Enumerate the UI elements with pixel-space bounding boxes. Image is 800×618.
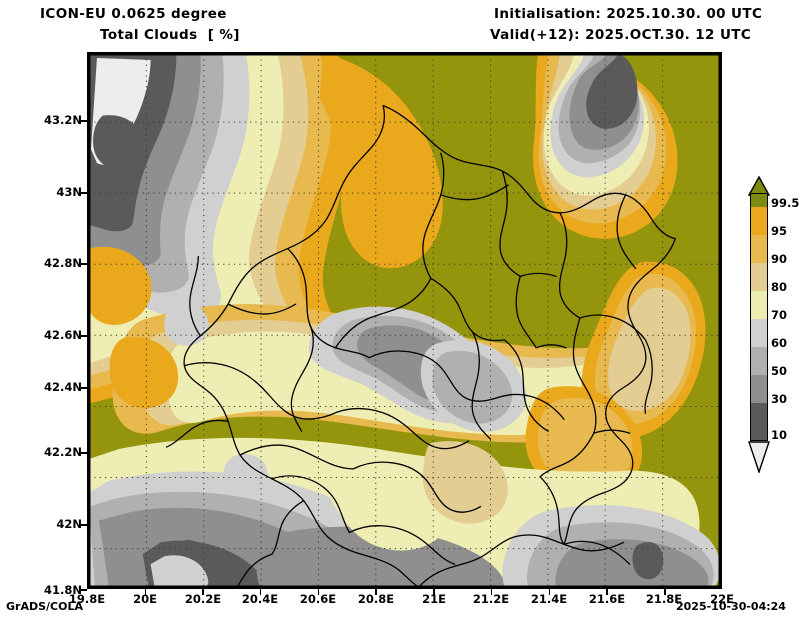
colorbar-label-90: 90	[771, 252, 788, 266]
y-tick-43-2N: 43.2N	[44, 113, 82, 127]
colorbar-cell-50-60	[750, 347, 768, 375]
band-10-30-ne	[586, 54, 638, 129]
x-tick-21-8E: 21.8E	[645, 592, 683, 606]
valid-time: Valid(+12): 2025.OCT.30. 12 UTC	[490, 27, 752, 43]
colorbar[interactable]	[750, 193, 768, 441]
colorbar-cell-90-95	[750, 235, 768, 263]
colorbar-cell-60-70	[750, 319, 768, 347]
x-tickmark	[259, 589, 262, 595]
colorbar-bottom-arrow	[748, 441, 770, 473]
colorbar-cell-above-99-5	[750, 193, 768, 207]
x-tickmark	[433, 589, 435, 595]
x-tickmark	[375, 589, 377, 595]
map-plot-area	[87, 52, 722, 589]
y-tickmark	[81, 524, 87, 526]
y-tickmark	[81, 335, 87, 337]
x-tick-21-4E: 21.4E	[530, 592, 568, 606]
x-tick-21-2E: 21.2E	[472, 592, 510, 606]
y-tick-43N: 43N	[56, 185, 82, 199]
y-tick-42-6N: 42.6N	[44, 328, 82, 342]
colorbar-label-70: 70	[771, 308, 788, 322]
cloud-cover-contour-map	[89, 54, 720, 587]
band-90-95-se	[537, 397, 633, 490]
y-tickmark	[81, 452, 87, 454]
x-tick-19-8E: 19.8E	[68, 592, 106, 606]
y-tick-42N: 42N	[56, 517, 82, 531]
initialisation-time: Initialisation: 2025.10.30. 00 UTC	[494, 6, 763, 22]
band-10-30-south-e-dot	[632, 542, 664, 580]
y-tickmark	[81, 263, 87, 265]
band-80-90-south-wedge	[422, 441, 508, 524]
colorbar-cell-30-50	[750, 375, 768, 403]
x-tickmark	[144, 589, 147, 595]
colorbar-cell-70-80	[750, 291, 768, 319]
x-tick-20-2E: 20.2E	[184, 592, 222, 606]
x-tick-20-6E: 20.6E	[299, 592, 337, 606]
x-tick-21-6E: 21.6E	[588, 592, 626, 606]
x-tickmark	[664, 589, 666, 595]
colorbar-label-30: 30	[771, 392, 788, 406]
variable-title: Total Clouds [ %]	[100, 27, 240, 43]
band-95-99.5-w-blotch	[89, 246, 152, 325]
x-tick-22E: 22E	[710, 592, 734, 606]
y-tick-42-2N: 42.2N	[44, 445, 82, 459]
x-tickmark	[606, 589, 608, 595]
colorbar-label-80: 80	[771, 280, 788, 294]
colorbar-label-99-5: 99.5	[771, 196, 800, 210]
colorbar-label-95: 95	[771, 224, 788, 238]
x-tickmark	[317, 589, 320, 595]
band-30-50-south-centre2	[256, 526, 507, 587]
y-tickmark	[81, 120, 87, 122]
colorbar-label-50: 50	[771, 364, 788, 378]
band-50-60-centre-east	[432, 350, 513, 424]
x-tick-20E: 20E	[133, 592, 157, 606]
x-tick-21E: 21E	[422, 592, 446, 606]
plot-frame-border	[89, 54, 720, 587]
model-title: ICON-EU 0.0625 degree	[40, 6, 227, 22]
colorbar-label-60: 60	[771, 336, 788, 350]
y-tick-41-8N: 41.8N	[44, 583, 82, 597]
x-tick-20-4E: 20.4E	[241, 592, 279, 606]
y-tick-42-4N: 42.4N	[44, 380, 82, 394]
y-tickmark	[81, 192, 87, 194]
band-70-80-south-wedge	[322, 450, 454, 551]
x-tick-20-8E: 20.8E	[357, 592, 395, 606]
y-tickmark	[81, 387, 87, 389]
band-60-70-south-hole	[150, 555, 209, 587]
x-tickmark	[490, 589, 493, 595]
colorbar-cell-95-99-5	[750, 207, 768, 235]
colorbar-label-10: 10	[771, 428, 788, 442]
y-tick-42-8N: 42.8N	[44, 256, 82, 270]
y-tickmark	[81, 589, 87, 591]
render-timestamp: 2025-10-30-04:24	[676, 600, 786, 613]
band-60-70-pocket-s	[223, 454, 268, 495]
colorbar-cell-80-90	[750, 263, 768, 291]
x-tickmark	[202, 589, 204, 595]
x-tickmark	[548, 589, 551, 595]
colorbar-cell-10-30	[750, 403, 768, 441]
administrative-boundaries	[165, 104, 676, 587]
band-30-50-nw-lobe	[93, 115, 144, 170]
band-95-99.5-w-blotch2	[109, 337, 179, 409]
band-95-99.5-n-tongue	[319, 54, 443, 269]
grads-credit: GrADS/COLA	[6, 600, 83, 613]
